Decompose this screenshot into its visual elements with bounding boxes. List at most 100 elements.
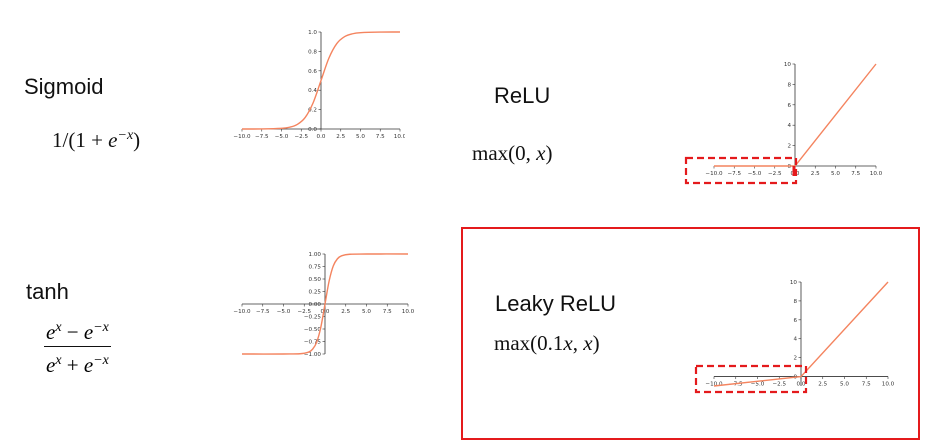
- x-tick-label: −2.5: [294, 134, 308, 140]
- y-tick-label: 0.2: [308, 108, 317, 114]
- leaky-relu-formula-var2: x: [583, 331, 593, 355]
- sigmoid-label: Sigmoid: [24, 74, 104, 99]
- tanh-num-exp1: x: [55, 320, 62, 335]
- y-tick-label: −0.50: [304, 327, 322, 333]
- x-tick-label: −10.0: [233, 309, 251, 315]
- x-tick-label: −2.5: [768, 171, 782, 177]
- y-tick-label: −1.00: [304, 352, 322, 358]
- x-tick-label: 7.5: [383, 309, 392, 315]
- x-tick-label: −7.5: [255, 134, 269, 140]
- x-tick-label: 7.5: [862, 382, 871, 388]
- x-tick-label: −10.0: [705, 171, 723, 177]
- x-tick-label: 5.0: [356, 134, 365, 140]
- x-tick-label: 0.0: [317, 134, 326, 140]
- x-tick-label: −5.0: [275, 134, 289, 140]
- y-tick-label: 6: [787, 103, 791, 109]
- y-tick-label: 0.50: [309, 277, 322, 283]
- y-tick-label: 1.00: [309, 252, 322, 258]
- x-tick-label: −2.5: [297, 309, 311, 315]
- sigmoid-formula-tail: ): [133, 128, 141, 152]
- relu-negative-region-highlight: [684, 156, 798, 185]
- y-tick-label: 0.0: [308, 127, 317, 133]
- x-tick-label: 10.0: [870, 171, 883, 177]
- x-tick-label: 7.5: [851, 171, 860, 177]
- tanh-den-base2: e: [83, 353, 94, 377]
- y-tick-label: 0.6: [308, 69, 317, 75]
- y-tick-label: 2: [793, 356, 797, 362]
- y-tick-label: 10: [784, 62, 792, 68]
- tanh-den-exp1: x: [55, 353, 62, 368]
- leaky-relu-label: Leaky ReLU: [495, 291, 617, 316]
- y-tick-label: 10: [790, 280, 798, 286]
- tanh-num-base1: e: [46, 320, 56, 344]
- leaky-relu-formula-mid: ,: [572, 331, 584, 355]
- y-tick-label: 0.00: [309, 302, 322, 308]
- x-tick-label: −5.0: [748, 171, 762, 177]
- tanh-num-op: −: [61, 320, 84, 344]
- x-tick-label: −10.0: [705, 382, 723, 388]
- x-tick-label: −7.5: [727, 171, 741, 177]
- x-tick-label: 10.0: [402, 309, 414, 315]
- relu-label: ReLU: [494, 83, 551, 108]
- y-tick-label: 0.4: [308, 88, 317, 94]
- sigmoid-curve: [241, 31, 401, 130]
- y-tick-label: 0.75: [309, 265, 322, 271]
- x-tick-label: 5.0: [831, 171, 840, 177]
- x-tick-label: 2.5: [341, 309, 350, 315]
- leaky-relu-formula-lead: max(0.1: [494, 331, 564, 355]
- x-tick-label: 2.5: [336, 134, 345, 140]
- x-tick-label: −5.0: [751, 382, 765, 388]
- relu-formula-var: x: [536, 141, 546, 165]
- sigmoid-formula-base: e: [108, 128, 118, 152]
- tanh-den-op: +: [61, 353, 84, 377]
- sigmoid-formula: 1/(1 + e−x): [52, 128, 140, 153]
- y-tick-label: 4: [793, 337, 797, 343]
- y-tick-label: 0.8: [308, 49, 317, 55]
- sigmoid-plot: −10.0 −7.5 −5.0 −2.5 0.0 2.5 5.0 7.5 10.00.00.20…: [233, 30, 405, 140]
- y-tick-label: 1.0: [308, 30, 317, 36]
- leaky-relu-formula-var1: x: [563, 331, 573, 355]
- leaky-relu-highlight-box: [461, 227, 920, 440]
- tanh-den-exp2: −x: [93, 353, 109, 368]
- tanh-den-base1: e: [46, 353, 56, 377]
- x-tick-label: −10.0: [233, 134, 251, 140]
- y-tick-label: 0.25: [309, 290, 322, 296]
- x-tick-label: −2.5: [772, 382, 786, 388]
- y-tick-label: 8: [787, 82, 791, 88]
- x-tick-label: 5.0: [840, 382, 849, 388]
- x-tick-label: 10.0: [882, 382, 895, 388]
- sigmoid-formula-lead: 1/(1 +: [52, 128, 109, 152]
- x-tick-label: −7.5: [729, 382, 743, 388]
- tanh-plot: −10.0 −7.5 −5.0 −2.5 0.0 2.5 5.0 7.5 10.0 1.00 0.7…: [233, 252, 414, 358]
- x-tick-label: 10.0: [394, 134, 405, 140]
- sigmoid-formula-exp: −x: [117, 128, 134, 143]
- x-tick-label: −5.0: [277, 309, 291, 315]
- x-tick-label: 2.5: [811, 171, 820, 177]
- x-tick-label: 5.0: [362, 309, 371, 315]
- y-tick-label: −0.25: [304, 315, 322, 321]
- leaky-relu-formula-tail: ): [592, 331, 600, 355]
- x-tick-label: 2.5: [818, 382, 827, 388]
- x-tick-label: 0.0: [321, 309, 330, 315]
- x-tick-label: 0.0: [797, 382, 806, 388]
- x-tick-label: −7.5: [256, 309, 270, 315]
- y-tick-label: −0.75: [304, 340, 322, 346]
- relu-formula-lead: max(0,: [472, 141, 537, 165]
- tanh-num-base2: e: [83, 320, 94, 344]
- y-tick-label: 6: [793, 318, 797, 324]
- leaky-relu-curve: [713, 281, 889, 387]
- leaky-relu-formula: max(0.1x, x): [494, 331, 600, 356]
- relu-formula: max(0, x): [472, 141, 552, 166]
- relu-formula-tail: ): [545, 141, 553, 165]
- y-tick-label: 4: [787, 123, 791, 129]
- leaky-relu-negative-region-highlight: [694, 364, 808, 394]
- y-tick-label: 0: [787, 164, 791, 170]
- tanh-label: tanh: [26, 279, 69, 304]
- tanh-curve: [241, 253, 409, 355]
- y-tick-label: 8: [793, 299, 797, 305]
- tanh-formula: ex − e−x ex + e−x: [44, 314, 111, 379]
- y-tick-label: 2: [787, 144, 791, 150]
- x-tick-label: 7.5: [376, 134, 385, 140]
